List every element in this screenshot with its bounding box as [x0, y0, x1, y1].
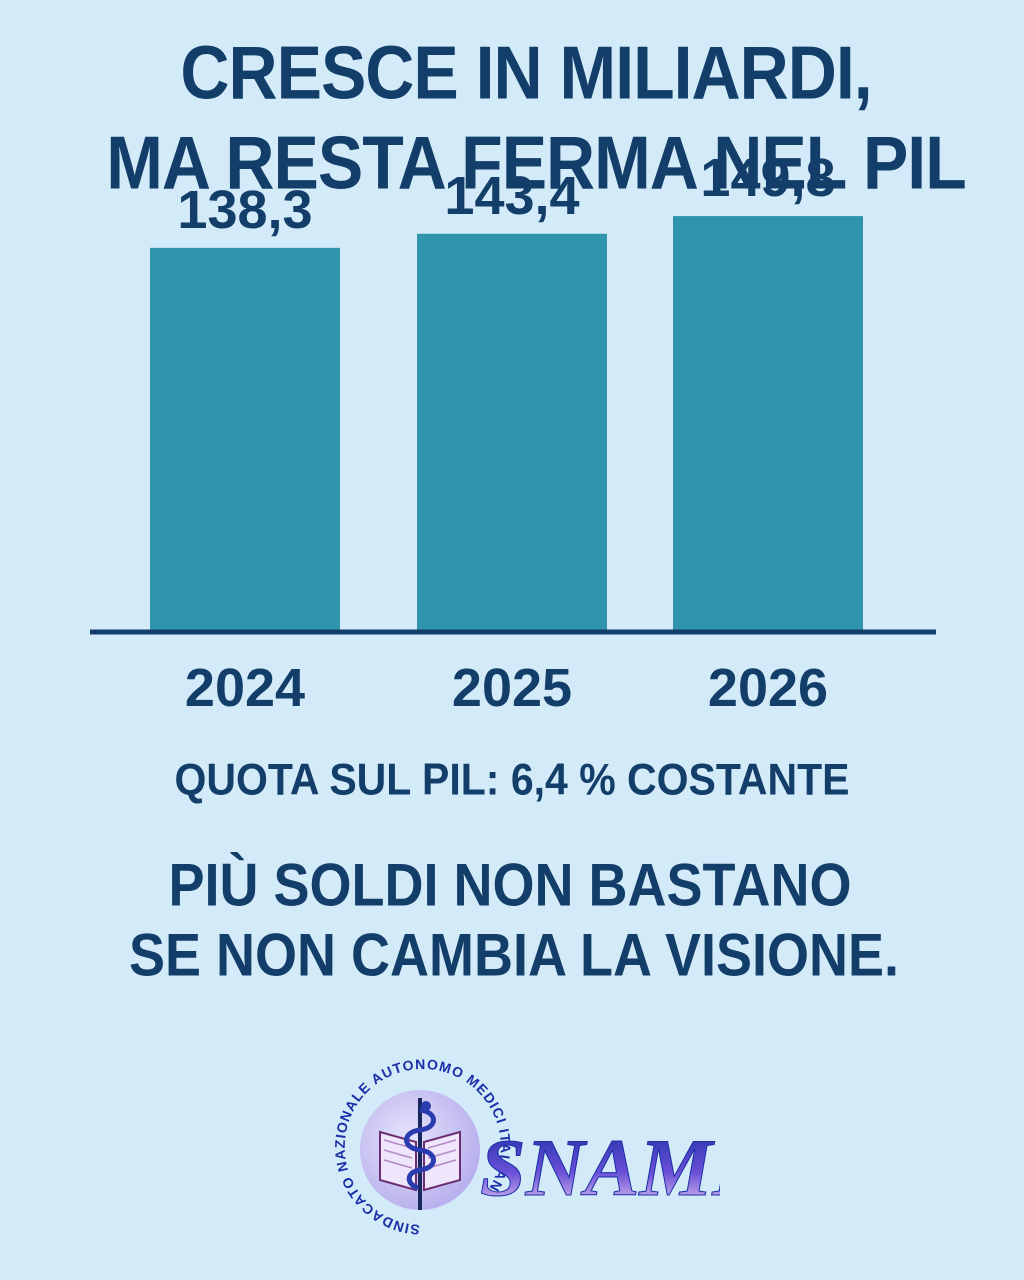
- logo-wordmark: SNAMI: [480, 1122, 720, 1213]
- value-label-2024: 138,3: [177, 180, 312, 240]
- snami-logo: SINDACATO NAZIONALE AUTONOMO MEDICI ITAL…: [332, 1056, 720, 1238]
- title-line-1: CRESCE IN MILIARDI,: [180, 31, 872, 116]
- bar-2026: [673, 216, 863, 630]
- bar-2024: [150, 247, 340, 630]
- value-label-2025: 143,4: [444, 166, 579, 226]
- bar-chart: 138,3 2024 143,4 2025 149,8 2026: [90, 148, 936, 718]
- gdp-share-subtitle: QUOTA SUL PIL: 6,4 % COSTANTE: [174, 754, 850, 805]
- x-tick-label-2024: 2024: [185, 658, 305, 718]
- slogan-line-1: PIÙ SOLDI NON BASTANO: [168, 851, 852, 919]
- bar-2025: [417, 233, 607, 630]
- caduceus-book-icon: [379, 1098, 461, 1210]
- slogan-line-2: SE NON CAMBIA LA VISIONE.: [128, 921, 900, 989]
- x-tick-label-2025: 2025: [452, 658, 572, 718]
- title-line-2: MA RESTA FERMA NEL PIL: [106, 121, 966, 206]
- x-tick-label-2026: 2026: [708, 658, 828, 718]
- value-label-2026: 149,8: [700, 148, 835, 208]
